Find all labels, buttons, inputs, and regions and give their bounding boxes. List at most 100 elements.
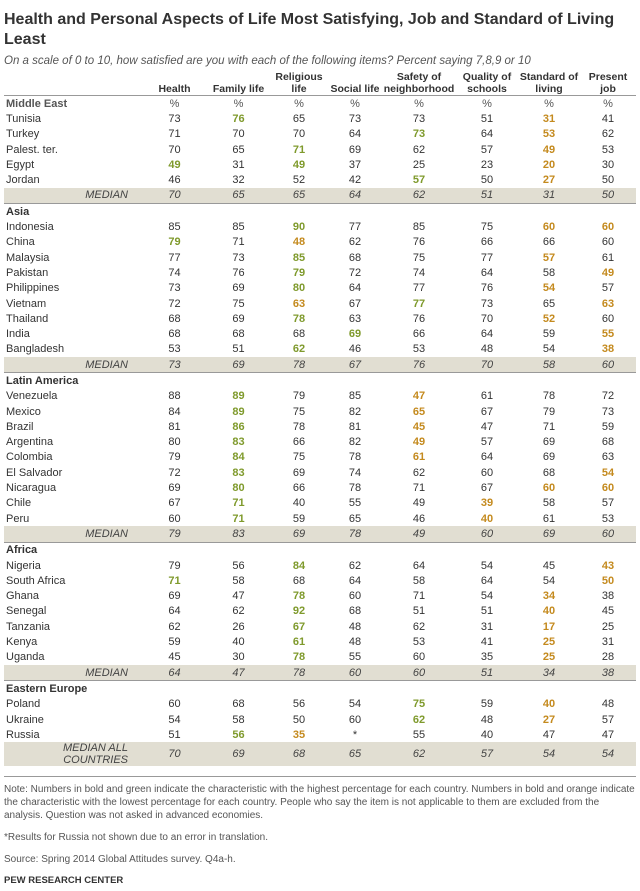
cell: 50 <box>480 174 494 187</box>
cell: 47 <box>542 728 556 741</box>
cell: 76 <box>232 112 245 125</box>
unit: % <box>207 95 270 112</box>
cell: 71 <box>292 143 306 156</box>
cell: 37 <box>348 158 362 171</box>
cell: 80 <box>168 436 181 449</box>
cell: 54 <box>480 590 494 603</box>
cell: 64 <box>480 451 494 464</box>
data-row: Bangladesh 53 51 62 46 53 48 54 38 <box>4 342 636 357</box>
cell: 71 <box>412 590 426 603</box>
blank <box>328 372 382 389</box>
cell: 71 <box>232 497 245 510</box>
cell: 54 <box>601 466 615 479</box>
data-row: Nicaragua 69 80 66 78 71 67 60 60 <box>4 480 636 495</box>
cell: 72 <box>168 466 181 479</box>
data-row: Turkey 71 70 70 64 73 64 53 62 <box>4 127 636 142</box>
cell: 79 <box>292 266 306 279</box>
data-row: Thailand 68 69 78 63 76 70 52 60 <box>4 311 636 326</box>
data-row: Peru 60 71 59 65 46 40 61 53 <box>4 511 636 526</box>
blank <box>382 680 456 697</box>
blank <box>142 372 207 389</box>
cell: 49 <box>542 143 556 156</box>
cell: 31 <box>542 112 556 125</box>
cell: 83 <box>232 436 245 449</box>
blank <box>518 680 580 697</box>
cell: 64 <box>480 266 494 279</box>
column-header: Health <box>158 83 191 95</box>
cell: 57 <box>480 436 494 449</box>
cell: 64 <box>412 559 426 572</box>
row-label: Ghana <box>6 590 40 603</box>
cell: 48 <box>348 636 362 649</box>
cell: 20 <box>542 158 556 171</box>
cell: 61 <box>601 251 615 264</box>
cell: 31 <box>518 187 580 204</box>
header-row: Health Family life Religious life Social li… <box>4 71 636 96</box>
data-row: Nigeria 79 56 84 62 64 54 45 43 <box>4 558 636 573</box>
cell: 69 <box>518 526 580 543</box>
cell: 64 <box>142 664 207 681</box>
corner <box>4 71 142 96</box>
title: Health and Personal Aspects of Life Most… <box>4 11 615 48</box>
row-label: Colombia <box>6 451 53 464</box>
cell: 62 <box>412 713 426 726</box>
cell: 51 <box>480 605 494 618</box>
cell: 70 <box>142 742 207 767</box>
group-header: Middle East%%%%%%%% <box>4 95 636 112</box>
cell: 60 <box>542 482 556 495</box>
cell: 32 <box>232 174 245 187</box>
cell: 79 <box>142 526 207 543</box>
cell: 59 <box>292 512 306 525</box>
cell: 79 <box>168 236 181 249</box>
cell: 52 <box>542 312 556 325</box>
cell: 69 <box>542 451 556 464</box>
note: Note: Numbers in bold and green indicate… <box>4 784 635 822</box>
cell: 78 <box>292 420 306 433</box>
cell: 67 <box>168 497 181 510</box>
group-name: Middle East <box>4 95 142 112</box>
cell: 70 <box>292 128 306 141</box>
cell: 61 <box>480 390 494 403</box>
row-label: Mexico <box>6 405 41 418</box>
cell: 78 <box>348 482 362 495</box>
cell: 86 <box>232 420 245 433</box>
cell: 50 <box>580 187 636 204</box>
row-label: Poland <box>6 698 41 711</box>
cell: 50 <box>601 174 615 187</box>
cell: 67 <box>292 620 306 633</box>
cell: 60 <box>580 526 636 543</box>
cell: 68 <box>601 436 615 449</box>
unit: % <box>456 95 518 112</box>
cell: 69 <box>270 526 328 543</box>
cell: 55 <box>348 497 362 510</box>
cell: 78 <box>542 390 556 403</box>
cell: 68 <box>232 698 245 711</box>
cell: 64 <box>348 282 362 295</box>
cell: 77 <box>480 251 494 264</box>
blank <box>328 680 382 697</box>
cell: 67 <box>328 357 382 373</box>
blank <box>207 680 270 697</box>
cell: 38 <box>601 590 615 603</box>
cell: 59 <box>542 328 556 341</box>
cell: 54 <box>542 343 556 356</box>
cell: 46 <box>168 174 181 187</box>
cell: 64 <box>168 605 181 618</box>
cell: 77 <box>348 221 362 234</box>
data-row: Egypt 49 31 49 37 25 23 20 30 <box>4 157 636 172</box>
cell: 66 <box>292 482 306 495</box>
cell: 65 <box>270 187 328 204</box>
data-row: Poland 60 68 56 54 75 59 40 48 <box>4 697 636 712</box>
cell: 64 <box>328 187 382 204</box>
column-header: Social life <box>330 83 380 95</box>
group-header: Eastern Europe <box>4 680 636 697</box>
blank <box>142 680 207 697</box>
cell: 90 <box>292 221 306 234</box>
cell: 53 <box>601 512 615 525</box>
blank <box>580 203 636 220</box>
cell: 31 <box>601 636 615 649</box>
cell: 79 <box>168 451 181 464</box>
column-header: Religious life <box>275 71 323 95</box>
cell: 82 <box>348 436 362 449</box>
